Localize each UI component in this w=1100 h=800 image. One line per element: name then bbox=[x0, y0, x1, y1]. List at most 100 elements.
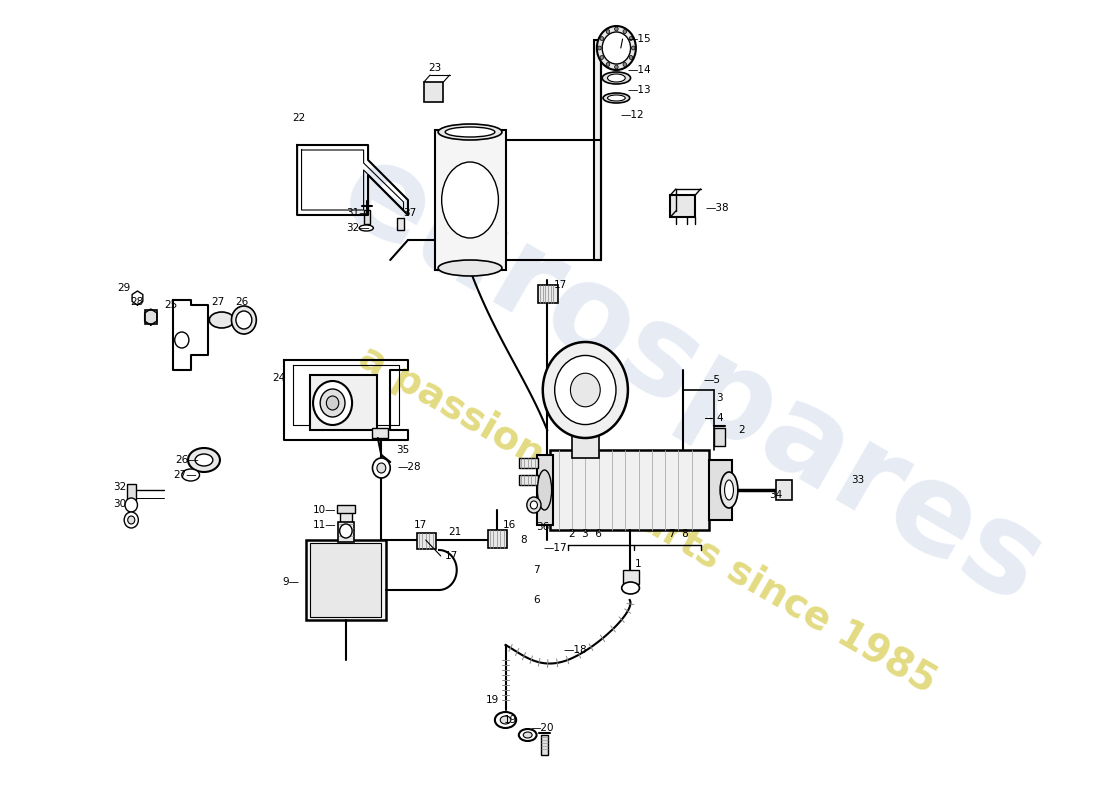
Bar bbox=[519, 458, 538, 468]
Text: 2: 2 bbox=[738, 425, 745, 435]
Circle shape bbox=[629, 55, 632, 59]
Ellipse shape bbox=[438, 124, 502, 140]
Ellipse shape bbox=[720, 472, 738, 508]
Text: 28: 28 bbox=[131, 297, 144, 307]
Text: 22: 22 bbox=[293, 113, 306, 123]
Text: 6: 6 bbox=[534, 595, 540, 605]
Circle shape bbox=[175, 332, 189, 348]
Bar bbox=[337, 505, 354, 513]
Text: —12: —12 bbox=[620, 110, 645, 120]
Ellipse shape bbox=[231, 306, 256, 334]
Ellipse shape bbox=[519, 729, 537, 741]
Circle shape bbox=[629, 37, 632, 41]
Bar bbox=[671, 195, 695, 217]
Text: 26: 26 bbox=[235, 297, 249, 307]
Bar bbox=[623, 570, 638, 584]
Text: —15: —15 bbox=[627, 34, 650, 44]
Text: 29: 29 bbox=[117, 283, 130, 293]
Ellipse shape bbox=[554, 355, 616, 425]
Text: 24: 24 bbox=[273, 373, 286, 383]
Ellipse shape bbox=[607, 95, 625, 101]
Bar bbox=[126, 484, 135, 500]
Ellipse shape bbox=[442, 162, 498, 238]
Bar bbox=[373, 428, 388, 438]
Text: 17: 17 bbox=[446, 551, 459, 561]
Ellipse shape bbox=[621, 582, 639, 594]
Circle shape bbox=[527, 497, 541, 513]
Bar bbox=[397, 218, 405, 230]
Ellipse shape bbox=[235, 311, 252, 329]
Circle shape bbox=[530, 501, 538, 509]
Bar bbox=[714, 428, 725, 446]
Text: 16: 16 bbox=[503, 520, 516, 530]
Bar bbox=[594, 40, 602, 260]
Circle shape bbox=[320, 389, 345, 417]
Text: 4: 4 bbox=[716, 413, 723, 423]
Ellipse shape bbox=[538, 470, 551, 510]
Text: 3: 3 bbox=[716, 393, 723, 403]
Circle shape bbox=[615, 65, 618, 69]
Text: —20: —20 bbox=[530, 723, 554, 733]
Text: 36: 36 bbox=[537, 522, 550, 532]
Bar bbox=[310, 375, 377, 430]
Circle shape bbox=[373, 458, 390, 478]
Ellipse shape bbox=[438, 260, 502, 276]
Text: 34: 34 bbox=[769, 490, 782, 500]
Bar bbox=[338, 522, 354, 542]
Ellipse shape bbox=[209, 312, 234, 328]
Bar bbox=[538, 285, 558, 303]
Circle shape bbox=[125, 498, 138, 512]
Ellipse shape bbox=[607, 74, 625, 82]
Bar bbox=[519, 475, 538, 485]
Circle shape bbox=[124, 512, 139, 528]
Ellipse shape bbox=[602, 72, 630, 84]
Text: 32—: 32— bbox=[345, 223, 370, 233]
Ellipse shape bbox=[446, 127, 495, 137]
Bar bbox=[550, 450, 710, 530]
Bar bbox=[364, 210, 370, 224]
Circle shape bbox=[606, 62, 609, 66]
Text: 25: 25 bbox=[164, 300, 177, 310]
Text: 11—: 11— bbox=[314, 520, 337, 530]
Ellipse shape bbox=[360, 225, 373, 231]
Ellipse shape bbox=[188, 448, 220, 472]
Circle shape bbox=[606, 30, 609, 34]
Text: —5: —5 bbox=[703, 375, 720, 385]
Text: 17: 17 bbox=[415, 520, 428, 530]
Text: 19: 19 bbox=[504, 715, 517, 725]
Text: 26—: 26— bbox=[176, 455, 199, 465]
Text: 37: 37 bbox=[404, 208, 417, 218]
Text: —14: —14 bbox=[627, 65, 650, 75]
Bar bbox=[434, 130, 506, 270]
Text: 33: 33 bbox=[851, 475, 865, 485]
Circle shape bbox=[128, 516, 135, 524]
Text: 32: 32 bbox=[113, 482, 127, 492]
Circle shape bbox=[602, 32, 630, 64]
Text: 10—: 10— bbox=[314, 505, 337, 515]
Text: 23: 23 bbox=[428, 63, 441, 73]
Text: 27—: 27— bbox=[173, 470, 197, 480]
Circle shape bbox=[377, 463, 386, 473]
Ellipse shape bbox=[571, 373, 601, 406]
Text: 17: 17 bbox=[554, 280, 568, 290]
Text: —17: —17 bbox=[543, 543, 568, 553]
Circle shape bbox=[327, 396, 339, 410]
Text: 19: 19 bbox=[486, 695, 499, 705]
Text: eurospares: eurospares bbox=[319, 130, 1064, 630]
Ellipse shape bbox=[195, 454, 212, 466]
Text: —28: —28 bbox=[397, 462, 421, 472]
Bar bbox=[487, 530, 507, 548]
Bar bbox=[310, 543, 382, 617]
Bar bbox=[306, 540, 386, 620]
Bar bbox=[417, 533, 437, 549]
Ellipse shape bbox=[542, 342, 628, 438]
Bar bbox=[144, 310, 157, 324]
Bar bbox=[572, 436, 598, 458]
Bar bbox=[537, 455, 552, 525]
Circle shape bbox=[597, 46, 602, 50]
Text: 30: 30 bbox=[113, 499, 127, 509]
Text: —18: —18 bbox=[563, 645, 586, 655]
Text: 7: 7 bbox=[534, 565, 540, 575]
Circle shape bbox=[314, 381, 352, 425]
Circle shape bbox=[600, 37, 604, 41]
